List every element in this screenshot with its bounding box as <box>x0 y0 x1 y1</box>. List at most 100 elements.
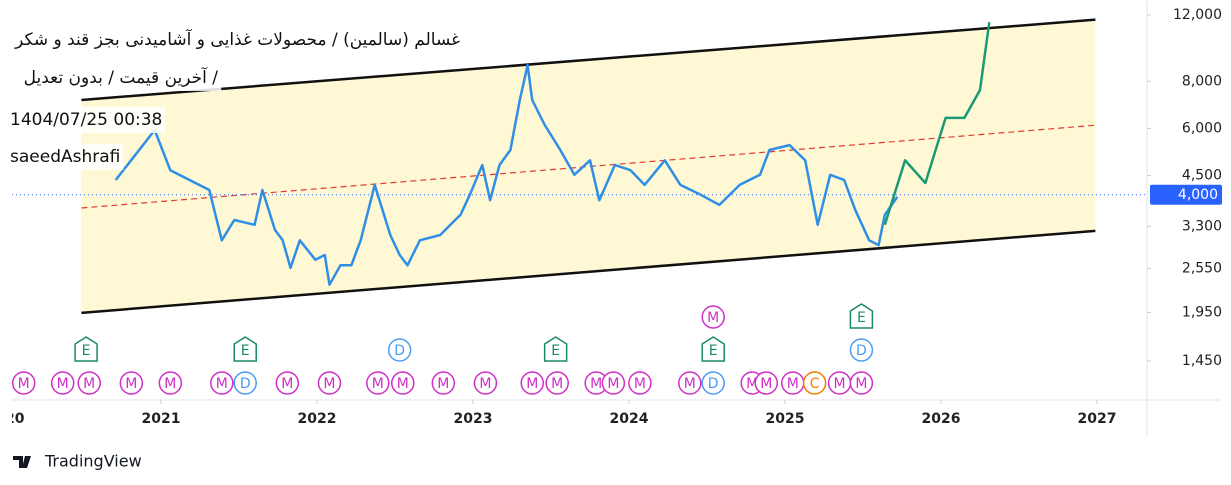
event-marker: M <box>50 371 75 395</box>
event-marker: M <box>431 371 456 395</box>
y-tick-label: 1,950 <box>1182 304 1222 320</box>
event-marker: M <box>601 371 626 395</box>
event-marker: M <box>584 371 608 395</box>
annotation-bg <box>11 25 464 53</box>
event-label: M <box>607 376 619 392</box>
event-marker: M <box>473 371 498 395</box>
event-marker: E <box>74 336 98 362</box>
event-badge <box>543 336 568 362</box>
event-badge <box>678 371 702 395</box>
event-label: M <box>216 376 228 392</box>
event-label: M <box>855 376 867 392</box>
event-badge <box>473 371 498 395</box>
event-marker: M <box>628 371 652 395</box>
event-label: M <box>684 376 696 392</box>
event-marker: E <box>543 336 568 362</box>
event-badge <box>849 338 874 362</box>
channel-fill <box>81 19 1096 313</box>
event-marker: M <box>77 371 101 395</box>
event-label: M <box>125 376 137 392</box>
annotations: غسالم (سالمین) / محصولات غذایی و آشامیدن… <box>7 25 464 170</box>
channel-upper <box>81 18 1096 102</box>
event-badge <box>366 371 390 395</box>
event-marker: C <box>802 371 827 395</box>
event-marker: M <box>275 371 300 395</box>
event-marker: D <box>701 371 725 395</box>
annotation-text: غسالم (سالمین) / محصولات غذایی و آشامیدن… <box>14 28 460 50</box>
event-badge <box>119 371 144 395</box>
event-badge <box>233 371 257 395</box>
event-label: E <box>241 343 250 359</box>
event-label: M <box>57 376 69 392</box>
event-badge <box>601 371 626 395</box>
annotation-text: 1404/07/25 00:38 <box>10 110 162 130</box>
event-label: E <box>551 343 560 359</box>
event-marker: E <box>701 336 725 362</box>
event-label: C <box>810 376 820 392</box>
event-label: D <box>394 343 405 359</box>
x-tick-label: 2024 <box>609 411 648 427</box>
event-badge <box>628 371 652 395</box>
event-label: E <box>709 343 718 359</box>
x-tick-label: 2025 <box>765 411 804 427</box>
event-badge <box>701 371 725 395</box>
event-marker: M <box>827 371 852 395</box>
event-label: M <box>787 376 799 392</box>
event-marker: M <box>781 371 805 395</box>
event-badge <box>210 371 234 395</box>
event-marker: M <box>545 371 569 395</box>
event-label: M <box>834 376 846 392</box>
event-label: M <box>164 376 176 392</box>
event-badge <box>545 371 569 395</box>
event-badge <box>233 336 257 362</box>
last-price-box <box>1150 184 1222 205</box>
event-label: M <box>323 376 335 392</box>
brand: TradingView <box>13 452 142 471</box>
event-marker: D <box>387 338 412 362</box>
event-label: D <box>856 343 867 359</box>
event-marker: M <box>158 371 183 395</box>
event-marker: M <box>391 371 415 395</box>
series-line <box>114 63 899 286</box>
event-badge <box>74 336 98 362</box>
event-label: M <box>707 310 719 326</box>
series-line <box>883 22 991 226</box>
annotation-bg <box>20 63 222 91</box>
event-badge <box>849 371 874 395</box>
event-badge <box>802 371 827 395</box>
event-label: M <box>760 376 772 392</box>
y-tick-label: 8,000 <box>1182 73 1222 89</box>
event-label: M <box>18 376 30 392</box>
event-marker: M <box>701 305 725 329</box>
y-tick-label: 4,500 <box>1182 168 1222 184</box>
event-label: E <box>82 343 91 359</box>
event-label: M <box>479 376 491 392</box>
event-badge <box>431 371 456 395</box>
event-marker: M <box>520 371 544 395</box>
annotation-bg <box>7 144 124 170</box>
event-marker: D <box>233 371 257 395</box>
y-tick-label: 1,450 <box>1182 353 1222 369</box>
event-badge <box>11 371 36 395</box>
event-label: M <box>526 376 538 392</box>
x-tick-label: 2023 <box>453 411 492 427</box>
event-marker: D <box>849 338 874 362</box>
y-tick-label: 12,000 <box>1173 7 1222 23</box>
channel-lower <box>81 229 1096 315</box>
event-label: M <box>551 376 563 392</box>
event-marker: E <box>233 336 257 362</box>
event-marker: M <box>849 371 874 395</box>
event-marker: M <box>210 371 234 395</box>
y-tick-label: 3,300 <box>1182 218 1222 234</box>
last-price-label: 4,000 <box>1178 187 1218 203</box>
event-marker: M <box>11 371 36 395</box>
event-label: M <box>634 376 646 392</box>
event-marker: M <box>754 371 778 395</box>
event-badge <box>754 371 778 395</box>
event-marker: M <box>119 371 144 395</box>
event-marker: E <box>849 303 874 329</box>
annotation-text: آخرین قیمت / بدون تعدیل / <box>24 66 219 88</box>
